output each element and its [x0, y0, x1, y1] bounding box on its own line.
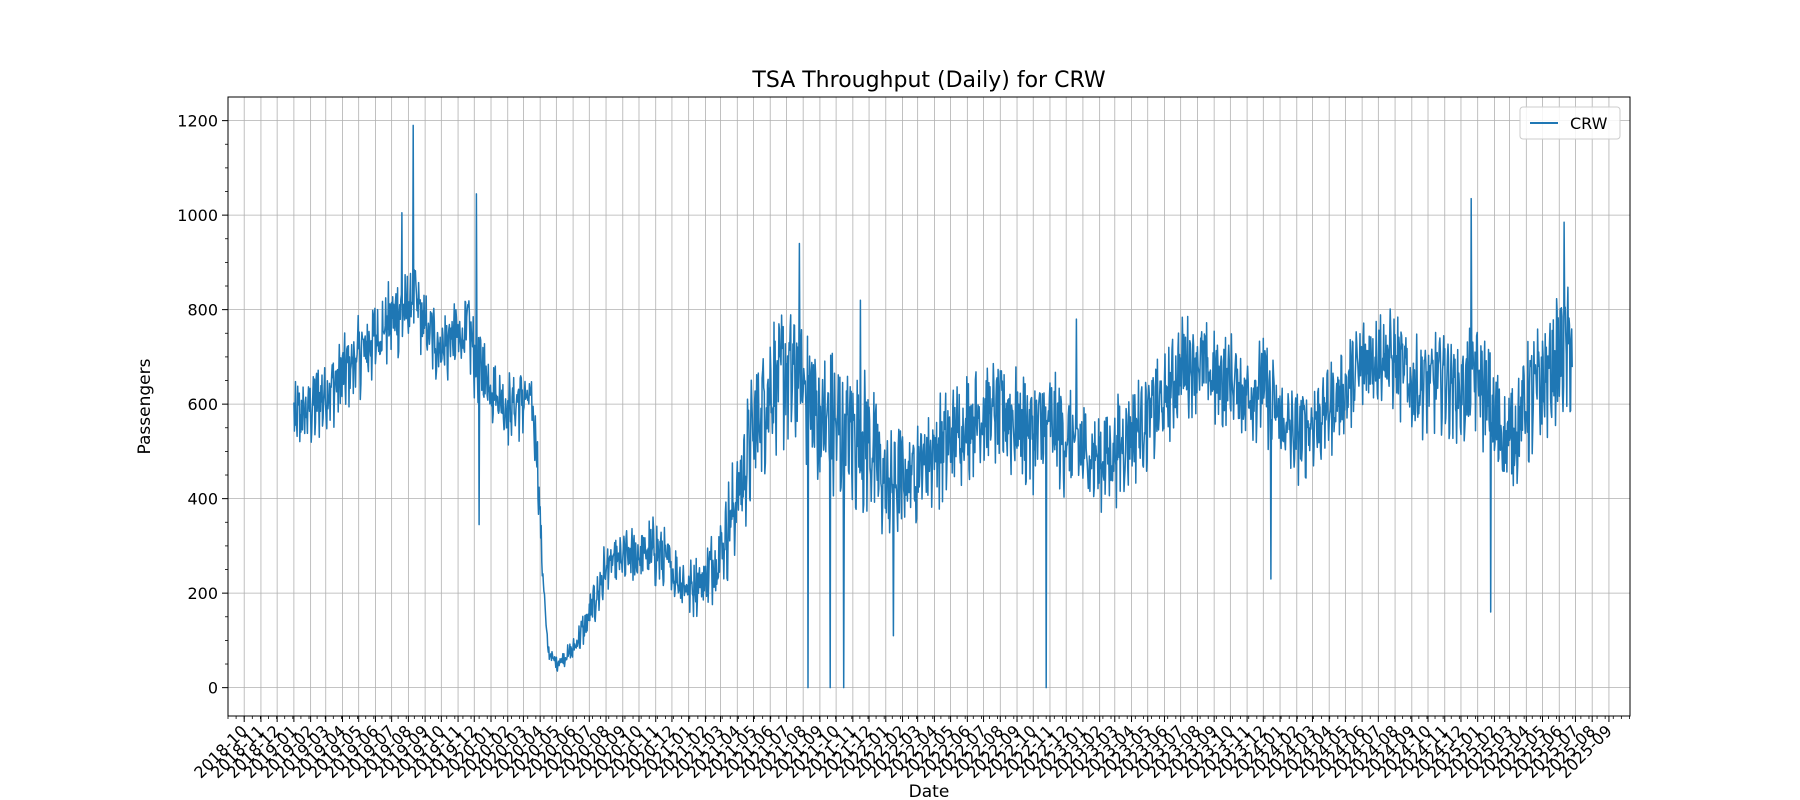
y-tick-label: 800 — [187, 301, 218, 320]
series-line-crw — [293, 124, 1573, 689]
y-tick-label: 200 — [187, 584, 218, 603]
x-axis-ticks: 2018-102018-112018-122019-012019-022019-… — [190, 716, 1630, 782]
x-axis-label: Date — [909, 782, 950, 800]
chart-title: TSA Throughput (Daily) for CRW — [751, 68, 1105, 93]
y-axis-label: Passengers — [135, 358, 155, 454]
legend: CRW — [1519, 106, 1621, 140]
legend-label-crw: CRW — [1570, 114, 1608, 133]
y-axis-ticks: 0 200 400 600 800 1000 1200 — [177, 112, 228, 698]
y-tick-label: 0 — [208, 679, 218, 698]
y-tick-label: 1000 — [177, 206, 218, 225]
y-tick-label: 600 — [187, 395, 218, 414]
y-tick-label: 1200 — [177, 112, 218, 131]
axes-frame — [227, 96, 1631, 717]
legend-box — [1519, 106, 1621, 140]
y-tick-label: 400 — [187, 490, 218, 509]
plot-area — [293, 124, 1573, 689]
